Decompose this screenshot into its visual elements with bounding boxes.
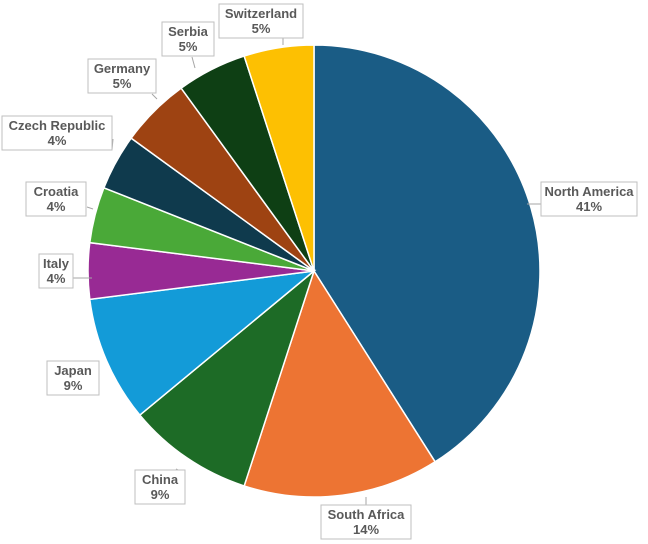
- data-label-box: [38, 253, 74, 289]
- pie-slice-china: [138, 268, 316, 487]
- data-label-name: Germany: [94, 61, 151, 76]
- data-label-value: 9%: [151, 487, 170, 502]
- data-label-box: [320, 504, 412, 540]
- data-label-name: Serbia: [168, 24, 209, 39]
- data-label-box: [218, 3, 304, 39]
- data-label-name: Japan: [54, 363, 92, 378]
- data-label-box: [161, 21, 215, 57]
- data-label-value: 4%: [47, 271, 66, 286]
- data-label-box: [540, 181, 638, 217]
- leader-line: [86, 206, 94, 210]
- data-label-value: 5%: [113, 76, 132, 91]
- data-label-box: [1, 115, 113, 151]
- data-label-box: [87, 58, 157, 94]
- pie-slices: [87, 44, 541, 498]
- data-label-box: [134, 469, 186, 505]
- leader-line: [151, 93, 158, 100]
- data-label-box: [46, 360, 100, 396]
- pie-slice-switzerland: [243, 44, 315, 272]
- data-label-name: Czech Republic: [9, 118, 106, 133]
- data-label-name: China: [142, 472, 179, 487]
- pie-slice-south-africa: [243, 269, 437, 498]
- pie-slice-north-america: [313, 44, 541, 463]
- data-label-value: 5%: [179, 39, 198, 54]
- data-label-value: 4%: [48, 133, 67, 148]
- pie-slice-japan: [88, 269, 317, 417]
- data-label-value: 5%: [252, 21, 271, 36]
- data-label-value: 41%: [576, 199, 602, 214]
- leader-line: [191, 56, 196, 69]
- data-label-name: North America: [544, 184, 634, 199]
- data-label-name: Croatia: [34, 184, 80, 199]
- data-label-name: South Africa: [328, 507, 406, 522]
- data-label-name: Italy: [43, 256, 70, 271]
- data-label-name: Switzerland: [225, 6, 297, 21]
- data-label-value: 9%: [64, 378, 83, 393]
- data-label-value: 4%: [47, 199, 66, 214]
- data-label-value: 14%: [353, 522, 379, 537]
- data-label-box: [25, 181, 87, 217]
